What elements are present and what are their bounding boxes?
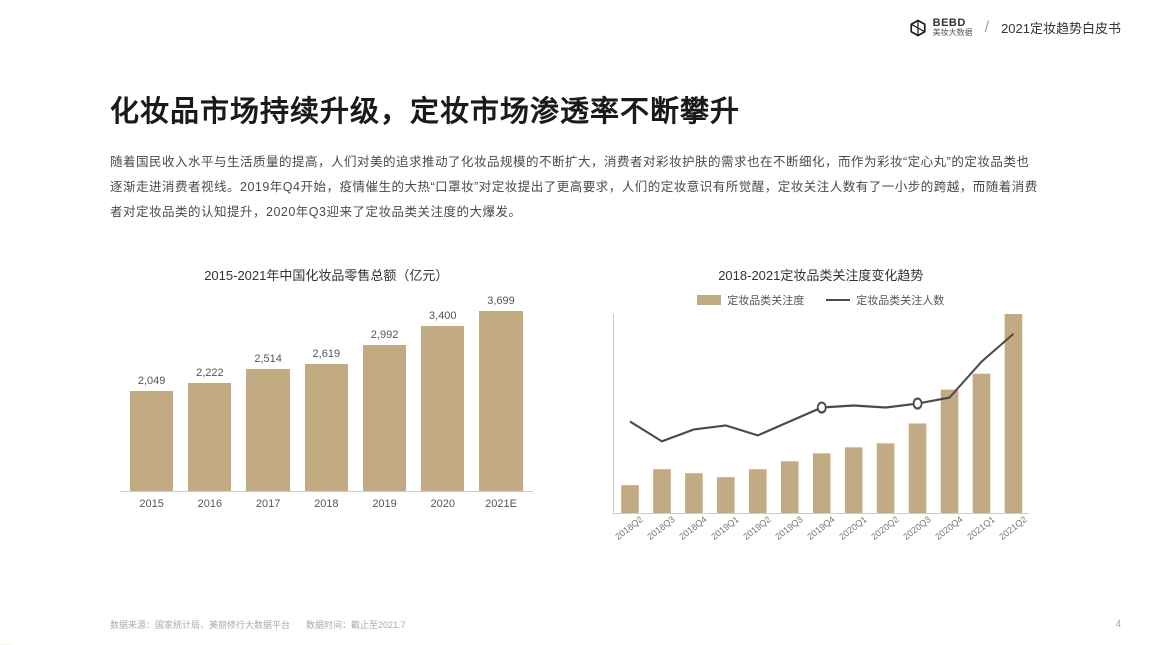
bar	[305, 364, 348, 491]
x-label: 2020Q1	[837, 514, 868, 542]
decorative-arcs	[0, 575, 220, 645]
logo: BEBD 美妆大数据	[909, 18, 973, 37]
footer: 数据来源：国家统计局、美丽修行大数据平台 数据时间：截止至2021.7 4	[110, 612, 1121, 631]
x-label: 2019Q4	[805, 514, 836, 542]
chart-retail-total: 2015-2021年中国化妆品零售总额（亿元） 2,0492,2222,5142…	[120, 265, 533, 533]
chart2-legend: 定妆品类关注度 定妆品类关注人数	[613, 292, 1029, 308]
x-label: 2020	[421, 498, 464, 510]
x-label: 2019Q2	[741, 514, 772, 542]
charts-container: 2015-2021年中国化妆品零售总额（亿元） 2,0492,2222,5142…	[110, 265, 1039, 533]
bar	[188, 383, 231, 491]
bar	[421, 326, 464, 491]
bar-value-label: 3,400	[429, 310, 457, 322]
body-paragraph: 随着国民收入水平与生活质量的提高，人们对美的追求推动了化妆品规模的不断扩大，消费…	[110, 150, 1039, 225]
x-label: 2021Q2	[997, 514, 1028, 542]
x-label: 2019Q1	[709, 514, 740, 542]
x-label: 2017	[246, 498, 289, 510]
x-label: 2019Q3	[773, 514, 804, 542]
logo-subtitle: 美妆大数据	[933, 29, 973, 37]
x-label: 2016	[188, 498, 231, 510]
legend-line: 定妆品类关注人数	[826, 292, 944, 308]
x-label: 2018Q4	[677, 514, 708, 542]
chart2-title: 2018-2021定妆品类关注度变化趋势	[613, 265, 1029, 284]
bar-value-label: 2,992	[371, 329, 399, 341]
separator: /	[985, 19, 989, 37]
bar-col: 3,400	[421, 310, 464, 491]
bar-value-label: 2,049	[138, 375, 166, 387]
x-label: 2021E	[479, 498, 522, 510]
x-label: 2018Q2	[613, 514, 644, 542]
bar-value-label: 2,514	[254, 353, 282, 365]
chart2-svg	[613, 314, 1029, 514]
x-label: 2020Q2	[869, 514, 900, 542]
x-label: 2020Q3	[901, 514, 932, 542]
page-title: 化妆品市场持续升级，定妆市场渗透率不断攀升	[110, 88, 1039, 130]
bar-value-label: 2,222	[196, 367, 224, 379]
x-label: 2018	[305, 498, 348, 510]
legend-bar: 定妆品类关注度	[697, 292, 804, 308]
bar-col: 2,619	[305, 348, 348, 491]
bar-col: 2,049	[130, 375, 173, 491]
header: BEBD 美妆大数据 / 2021定妆趋势白皮书	[909, 18, 1121, 37]
x-label: 2019	[363, 498, 406, 510]
bar-col: 3,699	[479, 295, 522, 491]
doc-title: 2021定妆趋势白皮书	[1001, 18, 1121, 37]
bar	[479, 311, 522, 491]
x-label: 2020Q4	[933, 514, 964, 542]
x-label: 2015	[130, 498, 173, 510]
bar	[246, 369, 289, 491]
chart1-bars: 2,049 2,222 2,514 2,619 2,992 3,400 3,699	[120, 292, 533, 492]
bar-value-label: 2,619	[313, 348, 341, 360]
logo-hexagon-icon	[909, 19, 927, 37]
content: 化妆品市场持续升级，定妆市场渗透率不断攀升 随着国民收入水平与生活质量的提高，人…	[0, 0, 1149, 533]
bar	[363, 345, 406, 491]
bar-col: 2,992	[363, 329, 406, 491]
page-number: 4	[1115, 619, 1121, 630]
x-label: 2021Q1	[965, 514, 996, 542]
chart2-xaxis: 2018Q22018Q32018Q42019Q12019Q22019Q32019…	[613, 519, 1029, 533]
chart-attention-trend: 2018-2021定妆品类关注度变化趋势 定妆品类关注度 定妆品类关注人数 20…	[613, 265, 1029, 533]
bar-col: 2,222	[188, 367, 231, 491]
chart1-title: 2015-2021年中国化妆品零售总额（亿元）	[120, 265, 533, 284]
chart1-xaxis: 2015 2016 2017 2018 2019 2020 2021E	[120, 492, 533, 510]
bar-col: 2,514	[246, 353, 289, 491]
bar-value-label: 3,699	[487, 295, 515, 307]
x-label: 2018Q3	[645, 514, 676, 542]
bar	[130, 391, 173, 491]
